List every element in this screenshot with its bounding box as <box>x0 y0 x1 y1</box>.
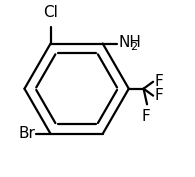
Text: Cl: Cl <box>43 5 58 20</box>
Text: NH: NH <box>118 35 141 50</box>
Text: F: F <box>155 74 164 89</box>
Text: F: F <box>142 109 151 124</box>
Text: Br: Br <box>18 126 35 141</box>
Text: 2: 2 <box>130 42 137 52</box>
Text: F: F <box>155 88 164 103</box>
